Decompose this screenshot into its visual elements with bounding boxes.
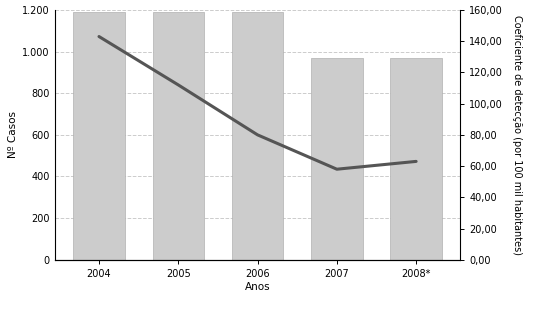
Y-axis label: Nº Casos: Nº Casos	[8, 111, 18, 159]
Bar	[152, 12, 204, 260]
Bar	[73, 12, 125, 260]
Bar	[311, 58, 363, 260]
X-axis label: Anos: Anos	[245, 281, 270, 292]
Bar	[390, 58, 442, 260]
Bar	[232, 12, 283, 260]
Y-axis label: Coeficiente de detecção (por 100 mil habitantes): Coeficiente de detecção (por 100 mil hab…	[511, 15, 522, 255]
